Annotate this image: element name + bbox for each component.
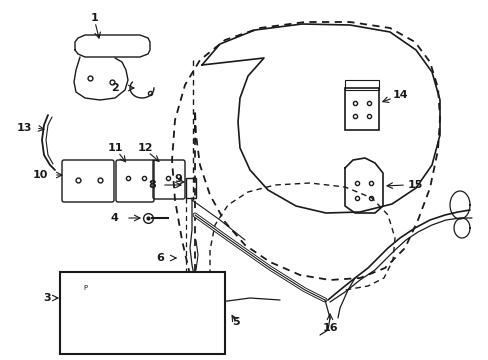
Text: 15: 15 [407, 180, 422, 190]
Text: 11: 11 [107, 143, 122, 153]
Text: 8: 8 [148, 180, 156, 190]
Bar [345, 88, 378, 130]
Text: 14: 14 [391, 90, 407, 100]
Text: 6: 6 [156, 253, 163, 263]
Text: 5: 5 [232, 317, 239, 327]
Text: 3: 3 [43, 293, 51, 303]
Bar [60, 272, 224, 354]
Text: 9: 9 [174, 174, 182, 184]
Text: 1: 1 [91, 13, 99, 23]
Text: P: P [83, 285, 87, 291]
Text: 13: 13 [16, 123, 32, 133]
Bar [345, 80, 378, 90]
Bar [115, 288, 133, 302]
Text: 7: 7 [178, 277, 185, 287]
Text: 16: 16 [322, 323, 337, 333]
Text: 12: 12 [137, 143, 152, 153]
Text: 2: 2 [111, 83, 119, 93]
Bar [185, 178, 196, 198]
Text: 10: 10 [32, 170, 48, 180]
Text: 4: 4 [110, 213, 118, 223]
